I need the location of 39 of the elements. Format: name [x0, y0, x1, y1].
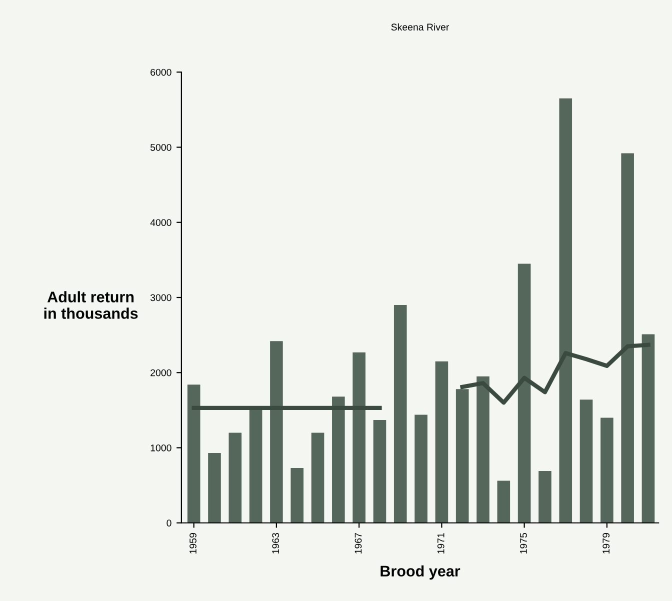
y-tick-label: 1000 — [150, 444, 172, 452]
bar — [559, 98, 572, 523]
x-axis-title: Brood year — [380, 565, 460, 580]
y-tick-label: 6000 — [150, 68, 172, 76]
x-tick-label: 1971 — [437, 533, 444, 554]
y-tick-label: 5000 — [150, 144, 172, 151]
bar — [518, 264, 531, 523]
bar — [373, 420, 386, 523]
bar — [228, 432, 242, 523]
x-tick-label: 1959 — [190, 533, 196, 554]
bar — [497, 480, 510, 523]
y-tick-label: 4000 — [150, 219, 172, 226]
bar — [621, 153, 634, 523]
bar — [456, 389, 469, 523]
bar — [580, 400, 593, 523]
bar — [476, 376, 490, 523]
y-tick-label: 2000 — [150, 369, 172, 376]
bar — [290, 468, 304, 523]
chart-title: Skeena River — [391, 23, 450, 31]
x-tick-label: 1967 — [354, 533, 362, 554]
bar — [435, 361, 448, 523]
bar — [414, 414, 428, 523]
x-tick-label: 1975 — [520, 533, 527, 554]
bar — [538, 471, 552, 523]
y-axis-title: Adult return in thousands — [44, 291, 138, 319]
y-tick-label: 0 — [166, 520, 172, 526]
bar — [208, 453, 221, 523]
bar — [600, 418, 614, 523]
bar — [187, 384, 200, 523]
x-tick-label: 1979 — [602, 533, 610, 554]
bar — [394, 305, 407, 523]
line-series — [460, 342, 650, 405]
x-tick-label: 1963 — [272, 533, 280, 554]
bar — [642, 334, 655, 523]
bar — [352, 352, 366, 523]
bar — [270, 341, 283, 523]
bar — [332, 396, 345, 523]
bar — [311, 432, 324, 523]
y-tick-label: 3000 — [150, 294, 172, 302]
